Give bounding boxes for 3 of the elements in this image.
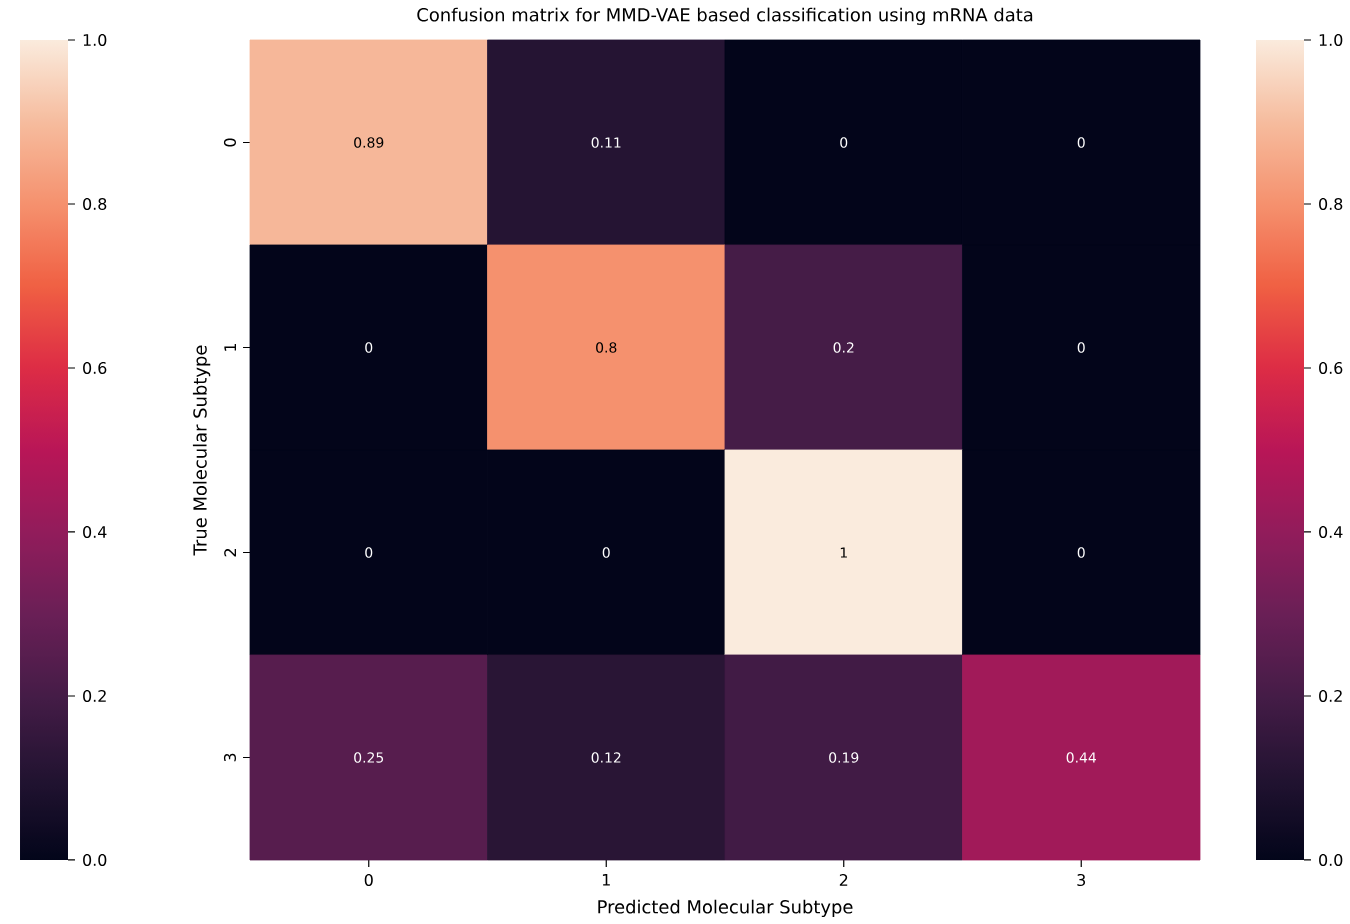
y-axis-title: True Molecular Subtype (192, 345, 211, 556)
x-axis-title: Predicted Molecular Subtype (598, 899, 853, 918)
chart-title: Confusion matrix for MMD-VAE based classification using mRNA data (417, 7, 1033, 26)
